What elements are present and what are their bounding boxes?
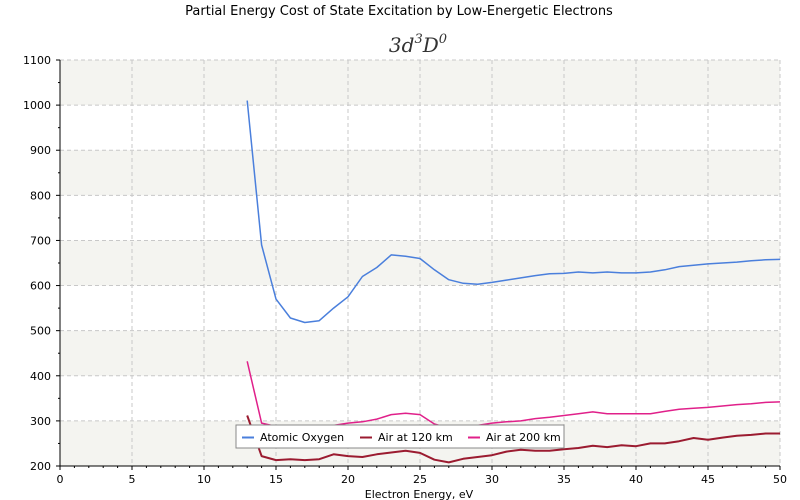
subtitle-base: 3d [389,33,415,57]
x-tick-label: 10 [197,473,211,486]
x-tick-label: 30 [485,473,499,486]
y-tick-label: 700 [30,234,51,247]
legend[interactable]: Atomic Oxygen Air at 120 km Air at 200 km [235,424,565,449]
y-tick-label: 800 [30,189,51,202]
x-tick-label: 0 [57,473,64,486]
y-tick-label: 900 [30,144,51,157]
legend-label: Atomic Oxygen [260,431,344,444]
axes: 200 300 400 500 600 700 800 900 1000 1100 0 5 10 15 20… [23,54,787,486]
x-tick-label: 45 [701,473,715,486]
y-tick-label: 1000 [23,99,51,112]
series-line-0 [246,100,781,324]
y-tick-label: 300 [30,415,51,428]
y-tick-label: 600 [30,280,51,293]
legend-label: Air at 120 km [378,431,453,444]
subtitle-sup2: 0 [439,32,447,47]
y-tick-label: 1100 [23,54,51,67]
subtitle-mid: D [422,33,439,57]
chart-title: Partial Energy Cost of State Excitation … [185,4,613,19]
x-tick-label: 5 [129,473,136,486]
y-tick-label: 500 [30,325,51,338]
series-line-1 [246,415,780,464]
legend-label: Air at 200 km [486,431,561,444]
x-tick-label: 35 [557,473,571,486]
grid-lines [60,59,781,467]
x-axis-label: Electron Energy, eV [365,488,474,500]
legend-box [235,424,565,449]
chart-subtitle: 3d3D0 [389,32,447,57]
x-tick-label: 40 [629,473,643,486]
x-tick-label: 50 [773,473,787,486]
x-tick-label: 25 [413,473,427,486]
y-tick-label: 200 [30,460,51,473]
x-tick-label: 20 [341,473,355,486]
x-tick-label: 15 [269,473,283,486]
subtitle-sup1: 3 [414,32,422,47]
y-tick-label: 400 [30,370,51,383]
